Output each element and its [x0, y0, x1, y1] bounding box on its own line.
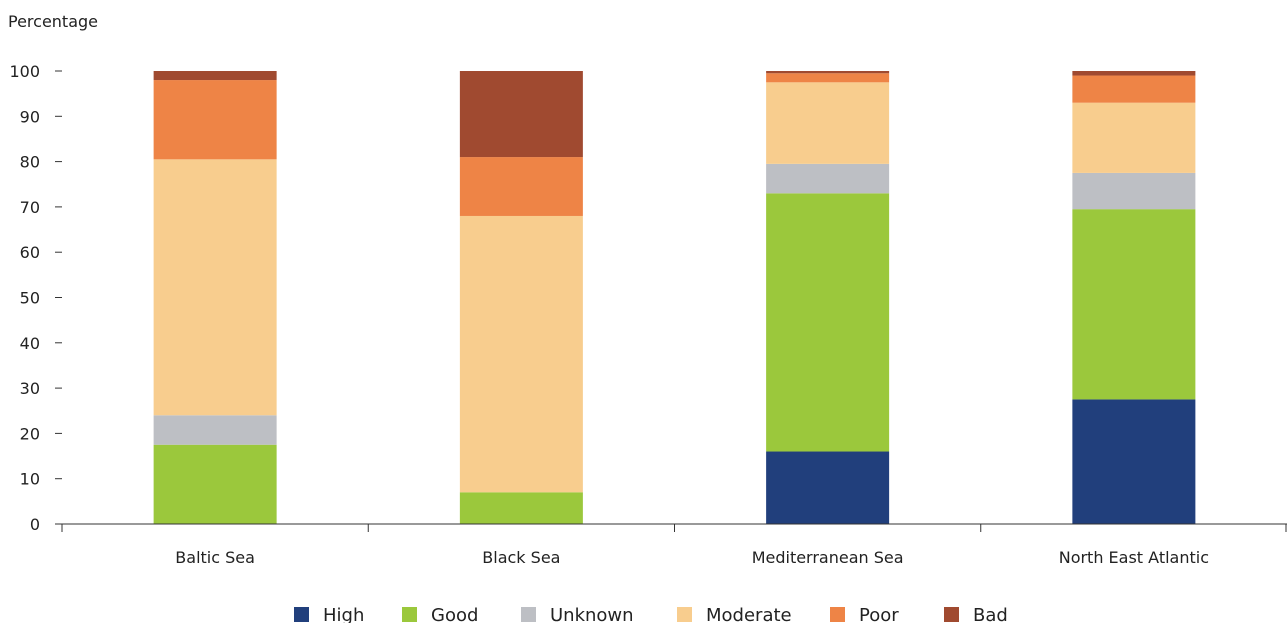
bar-segment-good — [153, 444, 277, 524]
bar-segment-poor — [766, 73, 890, 83]
bar-segment-good — [766, 193, 890, 452]
legend: High Good Unknown Moderate Poor Bad — [294, 605, 1008, 623]
legend-label-moderate: Moderate — [706, 605, 792, 623]
x-tick-label: Black Sea — [482, 548, 560, 567]
bar-segment-bad — [459, 71, 583, 158]
y-tick-label: 40 — [20, 334, 40, 353]
bar-segment-unknown — [153, 415, 277, 445]
x-tick-label: Mediterranean Sea — [752, 548, 904, 567]
legend-label-poor: Poor — [859, 605, 899, 623]
y-tick-label: 90 — [20, 107, 40, 126]
y-tick-label: 30 — [20, 379, 40, 398]
legend-swatch-good — [402, 607, 417, 622]
y-axis: 0 10 20 30 40 50 60 70 80 90 100 — [9, 62, 62, 534]
y-tick-label: 80 — [20, 153, 40, 172]
bar-segment-high — [1072, 399, 1196, 524]
legend-label-good: Good — [431, 605, 478, 623]
y-tick-label: 70 — [20, 198, 40, 217]
y-axis-label: Percentage — [8, 12, 98, 31]
bar-segment-high — [766, 451, 890, 524]
legend-swatch-moderate — [677, 607, 692, 622]
y-tick-label: 10 — [20, 470, 40, 489]
bar-segment-poor — [459, 157, 583, 216]
legend-swatch-poor — [830, 607, 845, 622]
bar-segment-good — [1072, 209, 1196, 400]
y-tick-label: 100 — [9, 62, 40, 81]
bar-segment-unknown — [1072, 172, 1196, 210]
bar-segment-good — [459, 492, 583, 524]
x-tick-label: North East Atlantic — [1059, 548, 1209, 567]
y-tick-label: 20 — [20, 424, 40, 443]
x-tick-label: Baltic Sea — [175, 548, 255, 567]
legend-swatch-bad — [944, 607, 959, 622]
y-tick-label: 0 — [30, 515, 40, 534]
bar-segment-moderate — [766, 82, 890, 164]
legend-swatch-high — [294, 607, 309, 622]
legend-label-bad: Bad — [973, 605, 1008, 623]
bar-segment-bad — [1072, 71, 1196, 76]
bar-segment-moderate — [459, 215, 583, 493]
bar-segment-unknown — [766, 163, 890, 194]
bar-segment-moderate — [153, 159, 277, 416]
y-tick-label: 50 — [20, 289, 40, 308]
legend-label-unknown: Unknown — [550, 605, 634, 623]
bar-segment-moderate — [1072, 102, 1196, 173]
x-axis: Baltic Sea Black Sea Mediterranean Sea Nort… — [61, 523, 1287, 567]
bar-segment-bad — [153, 71, 277, 81]
bar-segment-poor — [153, 80, 277, 160]
legend-swatch-unknown — [521, 607, 536, 622]
y-tick-label: 60 — [20, 243, 40, 262]
bar-segment-poor — [1072, 75, 1196, 103]
bar-segment-bad — [766, 71, 890, 74]
bars — [153, 71, 1196, 524]
legend-label-high: High — [323, 605, 364, 623]
